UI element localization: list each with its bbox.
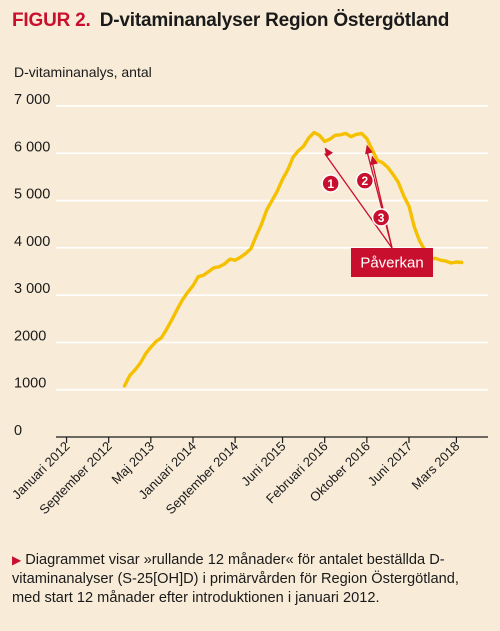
y-tick-label: 5 000 xyxy=(14,187,50,203)
y-tick-label: 4 000 xyxy=(14,234,50,250)
annotation-box-label: Påverkan xyxy=(360,255,423,272)
annotation-arrow-line xyxy=(371,161,393,249)
annotation-marker-circle xyxy=(321,174,340,193)
y-tick-label: 2000 xyxy=(14,328,46,344)
x-tick-label: September 2012 xyxy=(36,439,115,518)
annotation-arrowhead xyxy=(365,144,373,155)
caption-text: Diagrammet visar »rullande 12 månader« f… xyxy=(12,552,459,606)
x-tick-label: Mars 2018 xyxy=(408,439,462,493)
annotation-box xyxy=(351,248,433,277)
x-tick-label: Juni 2017 xyxy=(365,439,415,489)
x-tick-label: September 2014 xyxy=(163,439,242,518)
figure-heading: D-vitaminanalyser Region Östergötland xyxy=(99,10,450,31)
figure-label: FIGUR 2. xyxy=(12,10,91,31)
annotation-marker-label: 2 xyxy=(361,174,368,188)
annotation-marker-circle xyxy=(371,208,391,227)
y-tick-label: 3 000 xyxy=(14,281,50,297)
series-line xyxy=(122,130,464,388)
figure-title: FIGUR 2. D-vitaminanalyser Region Österg… xyxy=(12,10,490,32)
caption-marker-icon: ▶ xyxy=(12,553,22,567)
y-axis-label: D-vitaminanalys, antal xyxy=(14,64,152,80)
annotation-arrowhead xyxy=(324,147,334,158)
annotation-arrowhead xyxy=(370,155,378,166)
annotation-marker-label: 1 xyxy=(327,177,334,191)
y-tick-label: 6 000 xyxy=(14,139,50,155)
figure-caption: ▶ Diagrammet visar »rullande 12 månader« … xyxy=(12,551,490,608)
y-tick-label: 0 xyxy=(14,423,22,439)
y-tick-label: 1000 xyxy=(14,376,46,392)
annotation-arrow-line xyxy=(324,153,393,249)
annotation-marker-circle xyxy=(355,171,375,190)
annotation-marker-label: 3 xyxy=(378,211,385,225)
y-tick-label: 7 000 xyxy=(14,92,50,108)
